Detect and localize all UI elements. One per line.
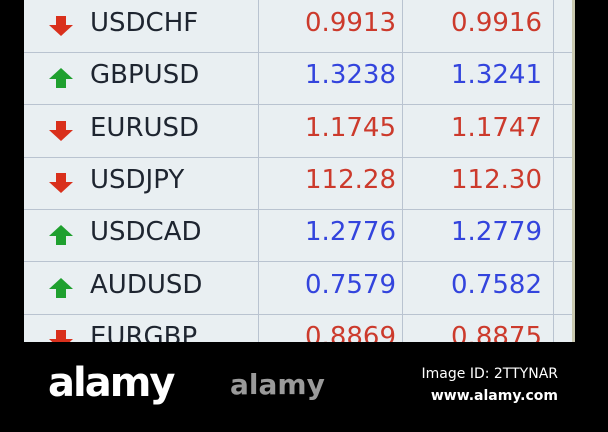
symbol: USDCAD [90, 217, 202, 248]
ask-price: 0.7582 [451, 269, 542, 300]
ask-price: 1.2779 [451, 217, 542, 248]
symbol: AUDUSD [90, 269, 203, 300]
quote-table: USDCHF 0.9913 0.9916 GBPUSD 1.3238 1.324… [24, 0, 575, 342]
quote-row[interactable]: GBPUSD 1.3238 1.3241 [24, 52, 572, 106]
quote-row[interactable]: USDJPY 112.28 112.30 [24, 157, 572, 210]
symbol: USDJPY [90, 164, 185, 195]
column-divider [402, 0, 403, 342]
image-id: Image ID: 2TTYNAR [421, 366, 558, 382]
quote-row[interactable]: EURUSD 1.1745 1.1747 [24, 105, 572, 158]
ask-price: 112.30 [451, 164, 542, 195]
symbol: EURUSD [90, 112, 200, 143]
arrow-down-icon [49, 172, 73, 193]
symbol: EURGBP [90, 321, 198, 342]
quote-row[interactable]: EURGBP 0.8869 0.8875 [24, 314, 572, 342]
ask-price: 1.3241 [451, 60, 542, 91]
symbol: GBPUSD [90, 60, 200, 91]
quote-row[interactable]: USDCAD 1.2776 1.2779 [24, 209, 572, 263]
alamy-logo: alamy [48, 360, 175, 406]
column-divider [258, 0, 259, 342]
watermark: alamy [230, 368, 325, 401]
arrow-down-icon [49, 16, 73, 36]
arrow-down-icon [49, 120, 73, 141]
arrow-down-icon [49, 329, 73, 342]
bid-price: 0.8869 [305, 321, 396, 342]
bid-price: 1.2776 [305, 217, 396, 248]
ask-price: 1.1747 [451, 112, 542, 143]
quote-row[interactable]: AUDUSD 0.7579 0.7582 [24, 262, 572, 315]
symbol: USDCHF [90, 8, 199, 38]
bid-price: 0.9913 [305, 8, 396, 38]
arrow-up-icon [49, 225, 73, 246]
quote-row[interactable]: USDCHF 0.9913 0.9916 [24, 0, 572, 53]
footer-banner: alamy alamy Image ID: 2TTYNAR www.alamy.… [0, 342, 608, 432]
ask-price: 0.9916 [451, 8, 542, 38]
bid-price: 0.7579 [305, 269, 396, 300]
ask-price: 0.8875 [451, 321, 542, 342]
bid-price: 1.3238 [305, 60, 396, 91]
bid-price: 112.28 [305, 164, 396, 195]
site-url: www.alamy.com [430, 388, 558, 404]
arrow-up-icon [49, 277, 73, 298]
bid-price: 1.1745 [305, 112, 396, 143]
arrow-up-icon [49, 68, 73, 89]
column-divider [553, 0, 554, 342]
